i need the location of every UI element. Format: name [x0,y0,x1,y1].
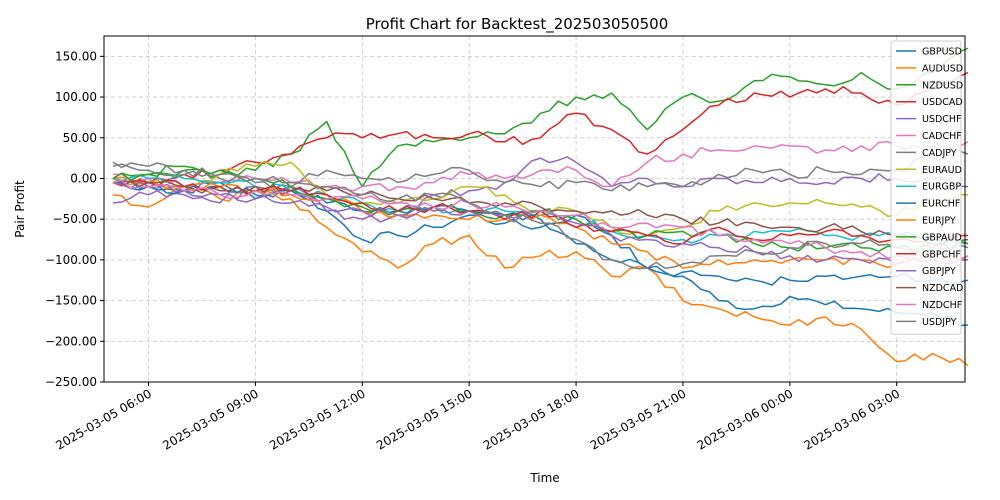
y-tick-label: −100.00 [45,253,97,267]
y-tick-label: 50.00 [63,131,97,145]
y-tick-label: 150.00 [55,49,97,63]
legend-label: USDCHF [922,114,962,125]
y-tick-label: −250.00 [45,375,97,389]
series-line-nzdcad [112,180,969,242]
y-axis-label: Pair Profit [13,180,27,238]
legend: GBPUSD AUDUSD NZDUSD USDCAD USDCHF CADCHF CADJ… [890,40,963,335]
plot-frame [103,35,966,383]
legend-label: CADCHF [922,131,962,142]
legend-label: EURGBP [922,182,961,193]
y-tick-label: −150.00 [45,294,97,308]
legend-label: USDCAD [922,97,963,108]
legend-label: AUDUSD [922,63,963,74]
series-lines [112,47,969,367]
legend-label: USDJPY [922,317,957,328]
legend-label: NZDUSD [922,80,963,91]
legend-label: EURJPY [922,216,956,227]
y-tick-label: 100.00 [55,90,97,104]
legend-label: NZDCHF [922,300,962,311]
y-tick-label: −200.00 [45,334,97,348]
grid-lines [104,36,965,383]
series-line-usdjpy [112,161,969,270]
legend-label: EURCHF [922,199,960,210]
x-axis-label: Time [529,471,559,485]
legend-label: NZDCAD [922,283,963,294]
series-line-nzdusd [112,47,969,188]
series-line-eurchf [112,181,969,286]
legend-label: GBPAUD [922,232,962,243]
legend-label: EURAUD [922,165,962,176]
legend-box [890,40,962,335]
series-line-cadjpy [112,150,969,192]
legend-label: GBPJPY [922,266,956,277]
legend-label: CADJPY [922,148,957,159]
chart-title: Profit Chart for Backtest_202503050500 [366,15,669,34]
y-tick-label: −50.00 [53,212,97,226]
series-line-nzdchf [112,179,969,264]
legend-label: GBPUSD [922,47,962,58]
legend-label: GBPCHF [922,249,961,260]
series-line-usdcad [112,71,969,186]
y-axis-ticks: −250.00 −200.00 −150.00 −100.00 −50.00 0.00 50… [45,49,104,389]
y-tick-label: 0.00 [70,171,97,185]
